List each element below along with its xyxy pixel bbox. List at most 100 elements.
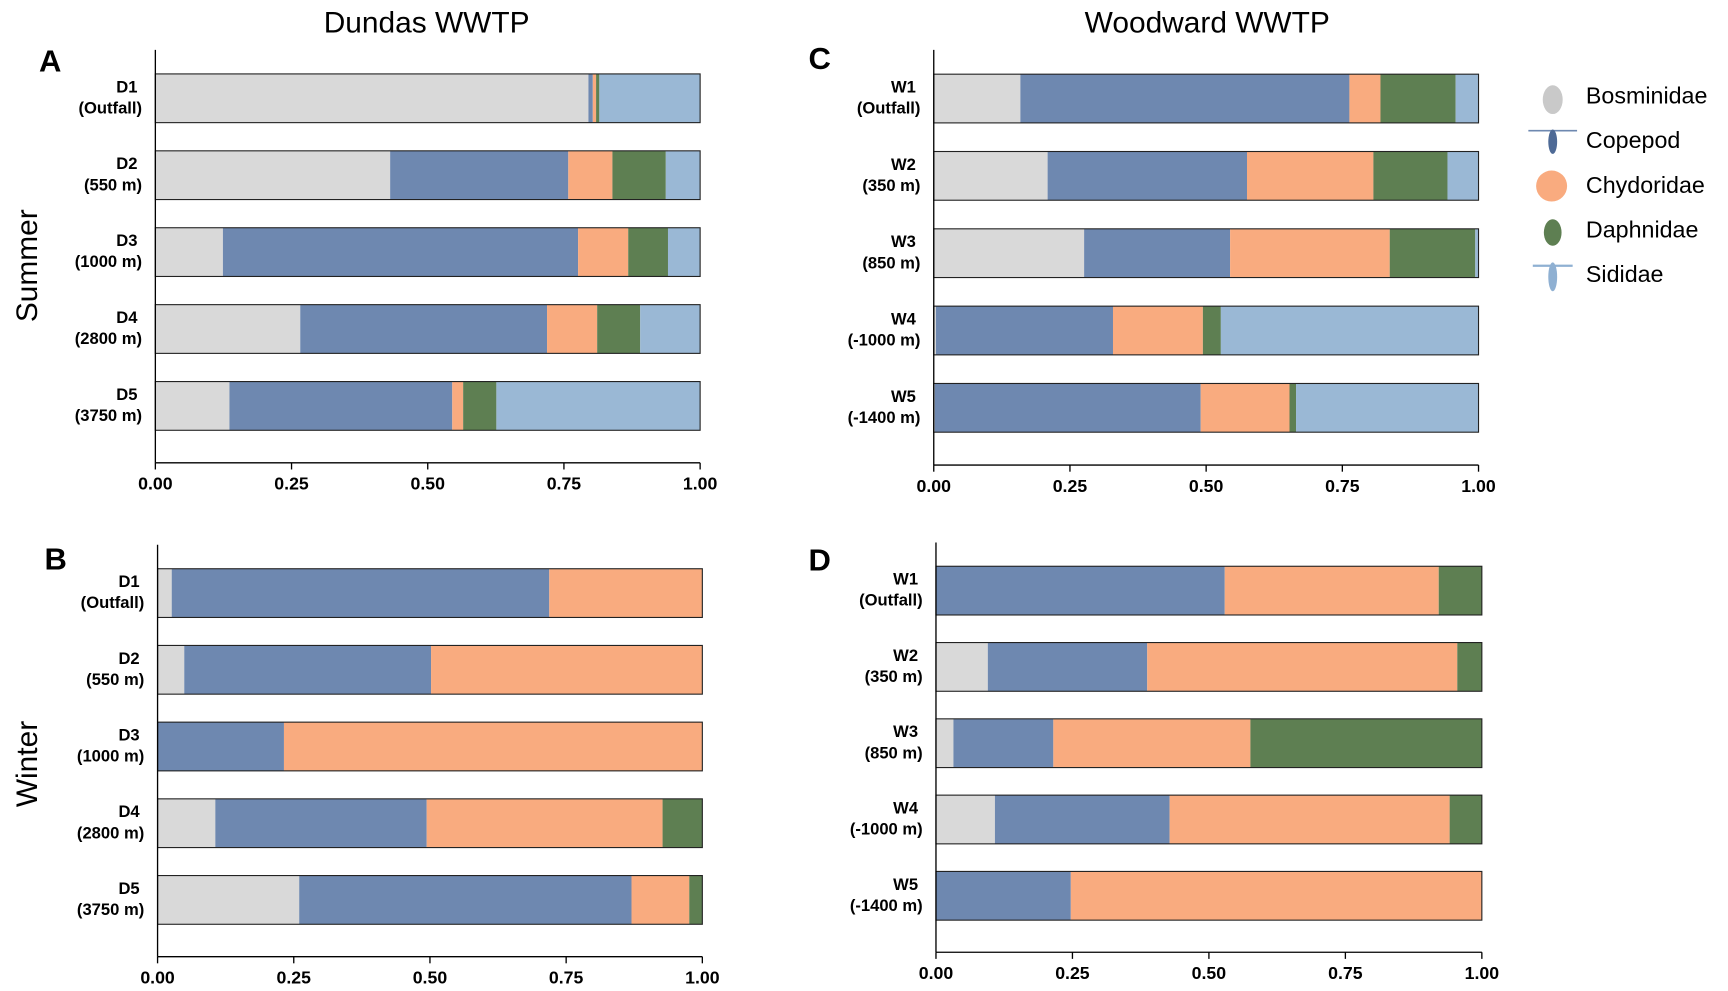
bar-segment [229, 382, 452, 431]
panel-label: A [39, 43, 61, 78]
x-tick-label: 0.75 [1325, 476, 1360, 496]
bar-segment [158, 799, 216, 848]
bar-segment [184, 645, 431, 694]
x-tick-label: 0.25 [1055, 963, 1090, 983]
bar-segment [1390, 229, 1476, 278]
bar-segment [496, 382, 700, 431]
y-tick-label: W2 (350 m) [862, 155, 920, 195]
bar-segment [936, 643, 988, 692]
bar-segment [588, 74, 592, 123]
bar-segment [1084, 229, 1230, 278]
bar-segment [934, 152, 1048, 201]
bar-segment [936, 795, 995, 844]
bar-segment [1447, 152, 1478, 201]
bar-segment [1349, 74, 1380, 123]
bar-segment [632, 876, 690, 925]
row-title: Summer [11, 209, 44, 322]
bar-segment [936, 566, 1225, 615]
y-tick-label: W3 (850 m) [862, 233, 920, 273]
bar-segment [666, 151, 700, 200]
bar-segment [1221, 306, 1479, 355]
legend-icons [1528, 85, 1577, 291]
bar-segment [547, 305, 597, 354]
bar-segment [995, 795, 1170, 844]
y-tick-label: W4 (-1000 m) [850, 799, 923, 839]
bar-segment [1048, 152, 1247, 201]
bar-segment [223, 228, 578, 277]
figure: Dundas WWTP Woodward WWTP Summer Winter … [0, 0, 1728, 991]
bar-segment [1289, 383, 1296, 432]
x-tick-label: 0.75 [1328, 963, 1363, 983]
x-tick-label: 1.00 [1465, 963, 1500, 983]
y-tick-label: D2 (550 m) [84, 155, 142, 195]
x-tick-label: 0.00 [919, 963, 954, 983]
bar-segment [640, 305, 700, 354]
bar-segment [628, 228, 668, 277]
bar-segment [452, 382, 463, 431]
bar-segment [155, 151, 390, 200]
bar-segment [1373, 152, 1447, 201]
y-tick-label: D4 (2800 m) [75, 308, 142, 348]
bar-segment [155, 228, 223, 277]
bar-segment [1147, 643, 1457, 692]
y-tick-label: D1 (Outfall) [81, 573, 145, 613]
y-tick-label: W1 (Outfall) [859, 570, 923, 610]
bar-segment [158, 569, 172, 618]
x-tick-label: 1.00 [683, 474, 718, 494]
bar-segment [1457, 643, 1482, 692]
bar-segment [663, 799, 703, 848]
x-tick-label: 0.75 [547, 474, 582, 494]
bar-segment [599, 74, 700, 123]
panel-label: C [809, 41, 831, 76]
bar-segment [1439, 566, 1482, 615]
bar-segment [1020, 74, 1349, 123]
bar-segment [1247, 152, 1373, 201]
x-tick-label: 0.50 [411, 474, 446, 494]
bar-segment [689, 876, 702, 925]
y-tick-label: D4 (2800 m) [77, 803, 144, 843]
bar-segment [284, 722, 702, 771]
bar-segment [1225, 566, 1439, 615]
x-tick-label: 0.50 [1189, 476, 1224, 496]
bar-segment [1230, 229, 1390, 278]
bar-segment [953, 719, 1053, 768]
bar-segment [1450, 795, 1482, 844]
x-tick-label: 1.00 [685, 967, 720, 987]
column-title: Dundas WWTP [324, 6, 530, 39]
bar-segment [1250, 719, 1481, 768]
y-tick-label: D3 (1000 m) [75, 232, 142, 272]
bar-segment [172, 569, 550, 618]
y-tick-label: W5 (-1400 m) [848, 387, 921, 427]
bar-segment [299, 876, 631, 925]
bar-segment [427, 799, 663, 848]
bar-segment [596, 74, 599, 123]
y-tick-label: D5 (3750 m) [77, 879, 144, 919]
y-tick-label: D5 (3750 m) [75, 385, 142, 425]
y-tick-label: W5 (-1400 m) [850, 875, 923, 915]
legend-label: Sididae [1586, 261, 1664, 287]
bar-segment [612, 151, 665, 200]
bar-segment [158, 645, 185, 694]
bar-segment [1456, 74, 1479, 123]
bar-segment [936, 306, 1113, 355]
bar-segment [158, 722, 284, 771]
bar-segment [463, 382, 496, 431]
y-tick-label: W3 (850 m) [865, 723, 923, 763]
x-tick-label: 0.25 [277, 967, 312, 987]
bar-segment [578, 228, 628, 277]
x-tick-label: 0.50 [1192, 963, 1227, 983]
y-tick-label: W4 (-1000 m) [848, 310, 921, 350]
bar-segment [1380, 74, 1455, 123]
legend-label: Bosminidae [1586, 83, 1707, 109]
bar-segment [300, 305, 547, 354]
bar-segment [1203, 306, 1221, 355]
bar-segment [155, 74, 588, 123]
bar-segment [390, 151, 568, 200]
x-tick-label: 0.75 [549, 967, 584, 987]
bar-segment [1170, 795, 1450, 844]
y-tick-label: D2 (550 m) [86, 649, 144, 689]
y-tick-label: D3 (1000 m) [77, 726, 144, 766]
y-tick-label: D1 (Outfall) [78, 78, 142, 118]
panel-label: B [45, 542, 67, 577]
bar-segment [934, 74, 1021, 123]
